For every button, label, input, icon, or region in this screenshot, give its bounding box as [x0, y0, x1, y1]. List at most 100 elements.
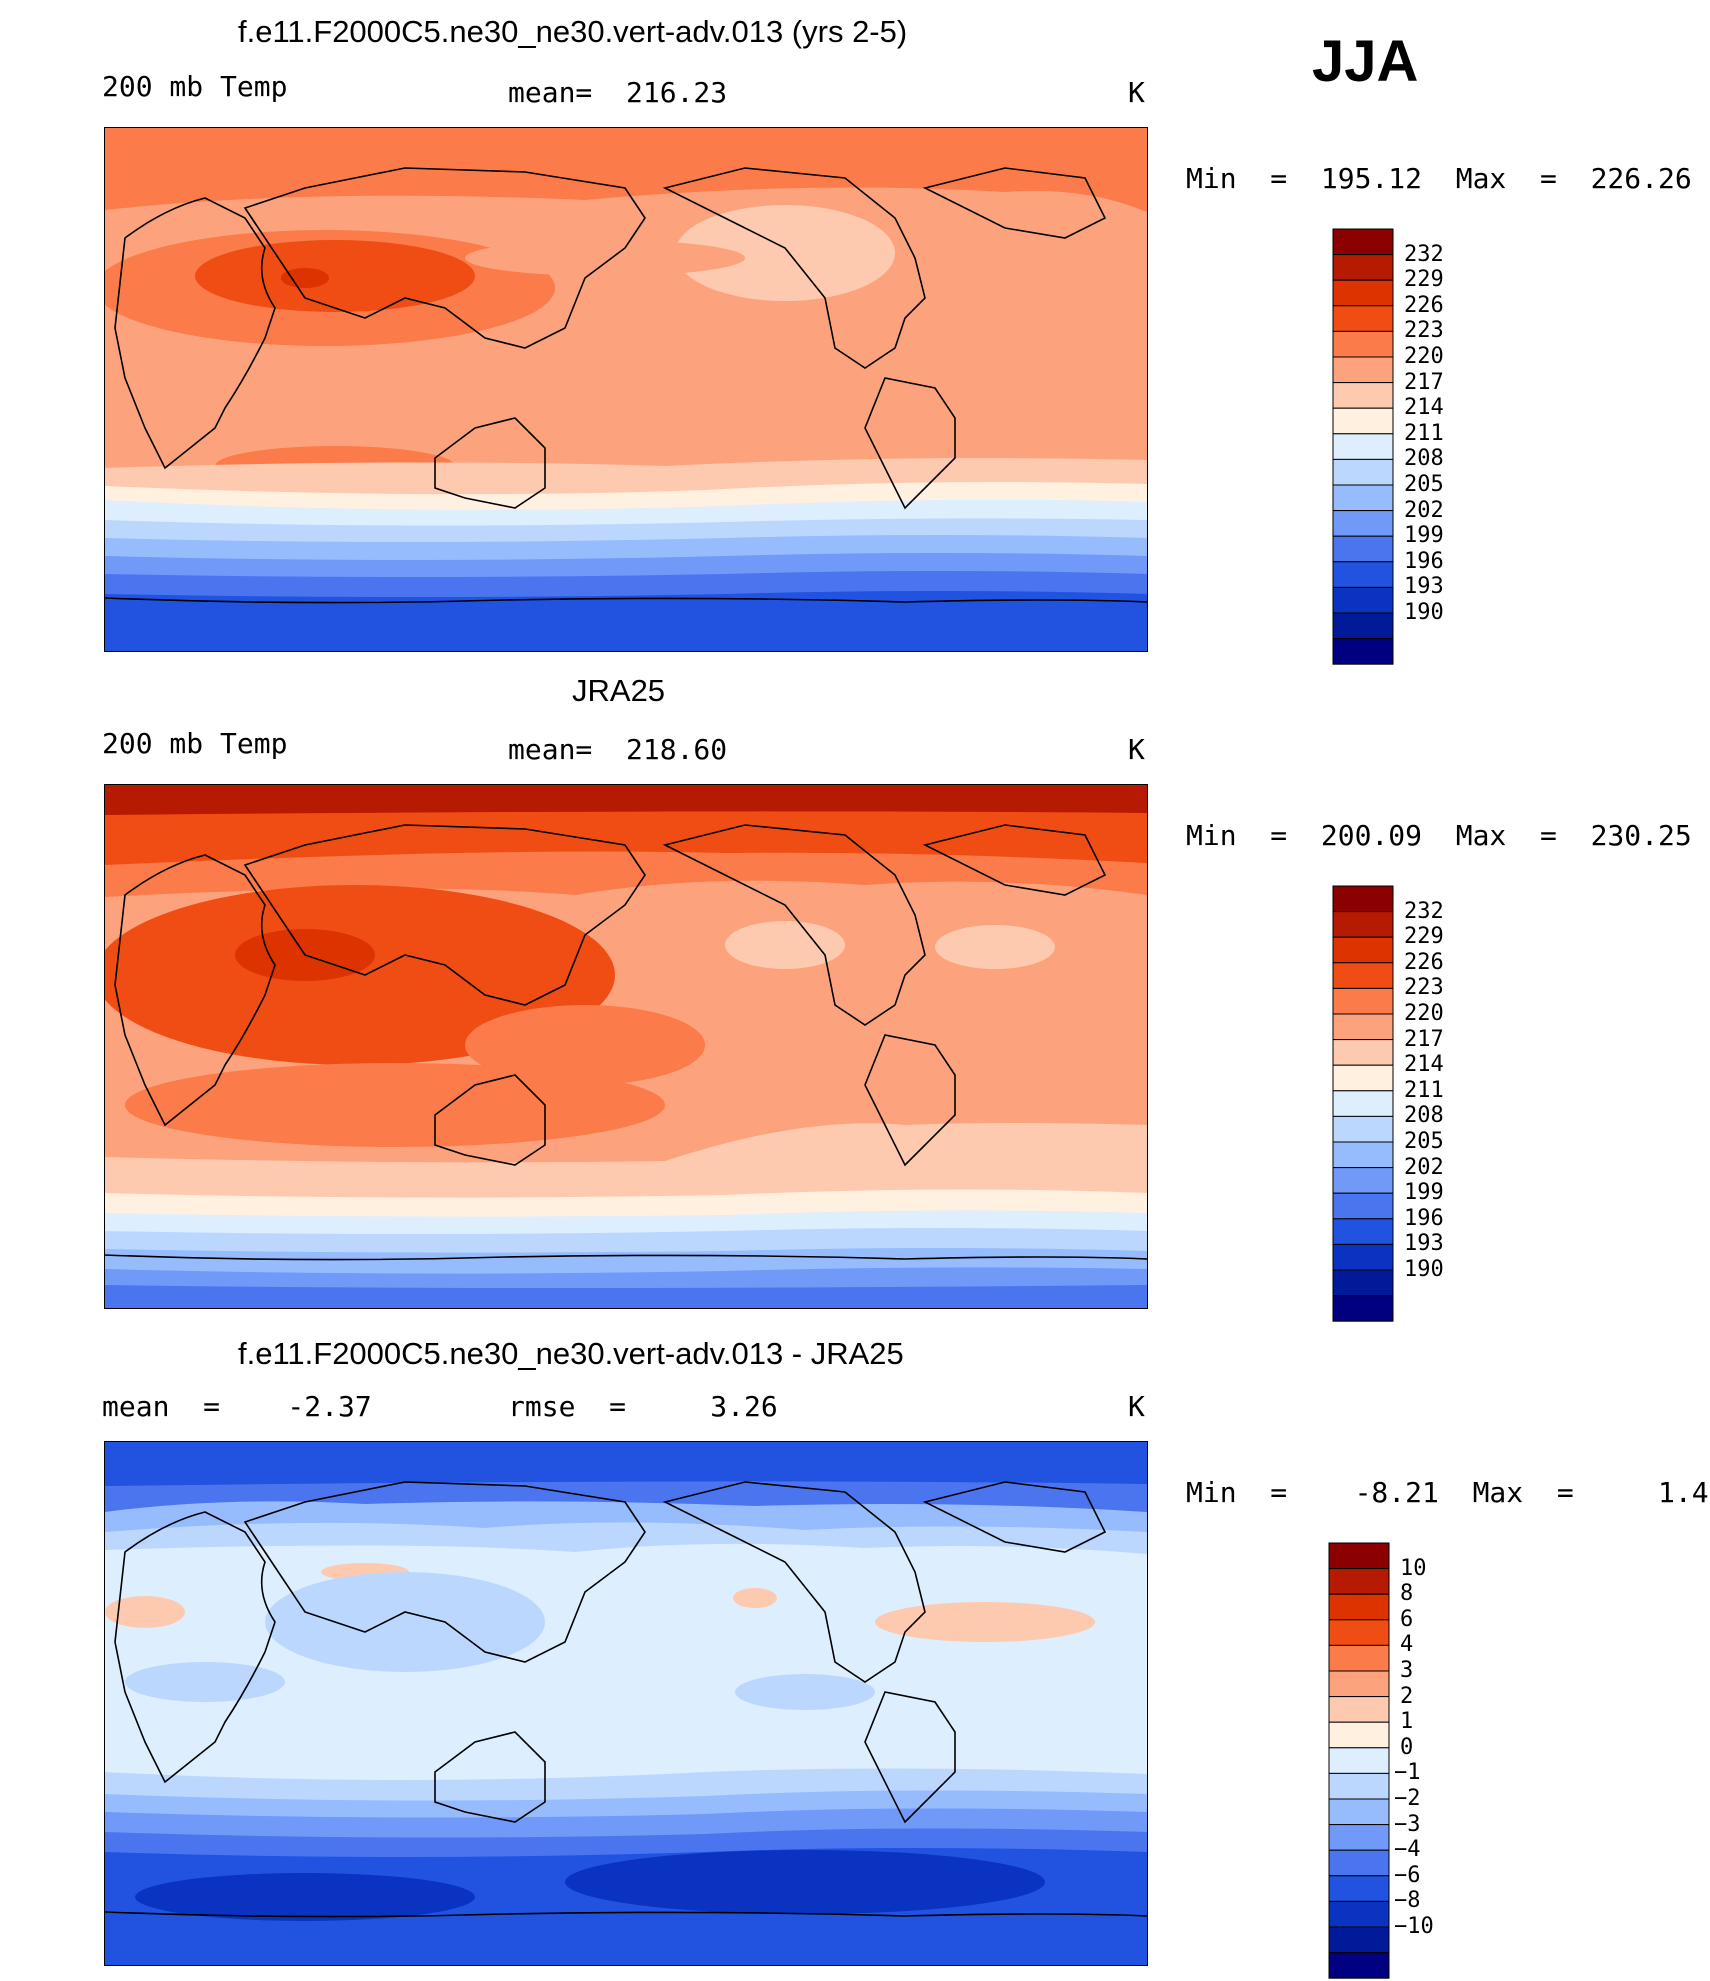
colorbar-swatch: [1332, 458, 1394, 486]
colorbar-tick-label: 199: [1404, 523, 1444, 549]
colorbar-swatch: [1328, 1568, 1390, 1595]
colorbar-swatch: [1328, 1952, 1390, 1979]
colorbar-swatch: [1332, 510, 1394, 537]
colorbar-swatch: [1332, 1141, 1394, 1169]
colorbar-tick-label: 223: [1404, 318, 1444, 344]
panel-2-center-label: mean= 218.60: [508, 733, 728, 766]
colorbar-svg: [1332, 885, 1394, 1322]
panel-2-coastlines: [105, 824, 1147, 1261]
colorbar-tick-label: 1: [1400, 1709, 1414, 1735]
colorbar-swatch: [1328, 1849, 1390, 1877]
colorbar-tick-label: 220: [1404, 1001, 1444, 1026]
colorbar-tick-label: 211: [1404, 420, 1444, 446]
colorbar-tick-label: 0: [1400, 1734, 1414, 1760]
colorbar-tick-label: 3: [1400, 1658, 1414, 1683]
colorbar-swatch: [1332, 1064, 1394, 1092]
colorbar-tick-label: 205: [1404, 1129, 1444, 1154]
colorbar-swatch: [1328, 1542, 1390, 1570]
colorbar-swatch: [1332, 305, 1394, 332]
colorbar-tick-label: 214: [1404, 1052, 1444, 1078]
colorbar-tick-label: 208: [1404, 446, 1444, 472]
colorbar-swatch: [1332, 1218, 1394, 1245]
panel-2-title: JRA25: [572, 673, 666, 708]
panel-3-center-label: rmse = 3.26: [508, 1390, 778, 1423]
colorbar-tick-label: 217: [1404, 1026, 1444, 1052]
season-label: JJA: [1312, 29, 1419, 94]
colorbar-swatch: [1328, 1747, 1390, 1774]
colorbar-swatch: [1332, 356, 1394, 384]
colorbar-swatch: [1332, 1090, 1394, 1117]
panel-2-minmax: Min = 200.09 Max = 230.25: [1186, 819, 1692, 852]
colorbar-swatch: [1328, 1696, 1390, 1723]
colorbar-swatch: [1328, 1721, 1390, 1749]
panel-1-coastlines: [105, 167, 1147, 604]
colorbar-tick-label: −3: [1394, 1811, 1421, 1837]
colorbar-tick-label: 199: [1404, 1180, 1444, 1206]
colorbar-swatch: [1332, 936, 1394, 964]
colorbar-swatch: [1332, 638, 1394, 665]
colorbar-tick-label: 205: [1404, 472, 1444, 497]
panel-1-map-svg: [105, 128, 1147, 651]
colorbar-tick-label: 2: [1400, 1683, 1414, 1709]
colorbar-swatch: [1332, 1167, 1394, 1194]
colorbar-tick-label: 202: [1404, 1154, 1444, 1180]
colorbar-swatch: [1332, 228, 1394, 256]
colorbar-tick-label: 193: [1404, 1231, 1444, 1257]
colorbar-tick-label: 4: [1400, 1632, 1414, 1658]
colorbar-tick-label: 232: [1404, 898, 1444, 924]
colorbar-swatch: [1332, 433, 1394, 460]
panel-1-map: [104, 127, 1148, 652]
colorbar-swatch: [1328, 1644, 1390, 1672]
colorbar-tick-label: 226: [1404, 292, 1444, 318]
colorbar-tick-label: 217: [1404, 369, 1444, 395]
colorbar-swatch: [1332, 987, 1394, 1015]
panel-1-units: K: [1128, 76, 1145, 109]
panel-3-minmax: Min = -8.21 Max = 1.46: [1186, 1476, 1710, 1509]
panel-3-units: K: [1128, 1390, 1145, 1423]
colorbar-swatch: [1332, 484, 1394, 512]
colorbar-tick-label: −1: [1394, 1760, 1421, 1786]
panel-1-center-label: mean= 216.23: [508, 76, 728, 109]
colorbar-swatch: [1332, 1243, 1394, 1271]
colorbar-swatch: [1332, 962, 1394, 989]
panel-2-map-svg: [105, 785, 1147, 1308]
colorbar-tick-label: 223: [1404, 975, 1444, 1001]
colorbar-swatch: [1328, 1875, 1390, 1902]
panel-3-title: f.e11.F2000C5.ne30_ne30.vert-adv.013 - J…: [238, 1336, 904, 1371]
colorbar-swatch: [1332, 279, 1394, 307]
colorbar-swatch: [1332, 330, 1394, 358]
panel-2-units: K: [1128, 733, 1145, 766]
colorbar-swatch: [1328, 1772, 1390, 1800]
colorbar-tick-label: 190: [1404, 1257, 1444, 1282]
colorbar-tick-label: 229: [1404, 924, 1444, 950]
colorbar-swatch: [1328, 1900, 1390, 1928]
colorbar-swatch: [1332, 254, 1394, 281]
colorbar-swatch: [1332, 911, 1394, 938]
colorbar-tick-label: −6: [1394, 1862, 1421, 1888]
colorbar-tick-label: 10: [1400, 1555, 1427, 1581]
panel-3-map: [104, 1441, 1148, 1966]
colorbar-tick-label: 220: [1404, 344, 1444, 369]
colorbar-swatch: [1328, 1824, 1390, 1851]
panel-2-left-label: 200 mb Temp: [102, 727, 288, 760]
colorbar-tick-label: 190: [1404, 600, 1444, 625]
colorbar-tick-label: −10: [1394, 1914, 1434, 1939]
panel-2-map: [104, 784, 1148, 1309]
colorbar-swatch: [1328, 1670, 1390, 1698]
colorbar-swatch: [1332, 1192, 1394, 1220]
colorbar-tick-label: 193: [1404, 574, 1444, 600]
colorbar-tick-label: −8: [1394, 1888, 1421, 1914]
colorbar-swatch: [1328, 1593, 1390, 1621]
colorbar-tick-label: 211: [1404, 1077, 1444, 1103]
panel-1-left-label: 200 mb Temp: [102, 70, 288, 103]
colorbar-tick-label: 8: [1400, 1581, 1414, 1607]
colorbar-swatch: [1332, 1269, 1394, 1297]
colorbar-swatch: [1332, 1115, 1394, 1143]
colorbar-tick-label: −4: [1394, 1837, 1421, 1863]
panel-1-title: f.e11.F2000C5.ne30_ne30.vert-adv.013 (yr…: [238, 14, 908, 49]
panel-3-coastlines: [105, 1481, 1147, 1918]
colorbar-swatch: [1332, 407, 1394, 435]
colorbar-svg: [1328, 1542, 1390, 1979]
colorbar-tick-label: 202: [1404, 497, 1444, 523]
colorbar-tick-label: 196: [1404, 1205, 1444, 1231]
